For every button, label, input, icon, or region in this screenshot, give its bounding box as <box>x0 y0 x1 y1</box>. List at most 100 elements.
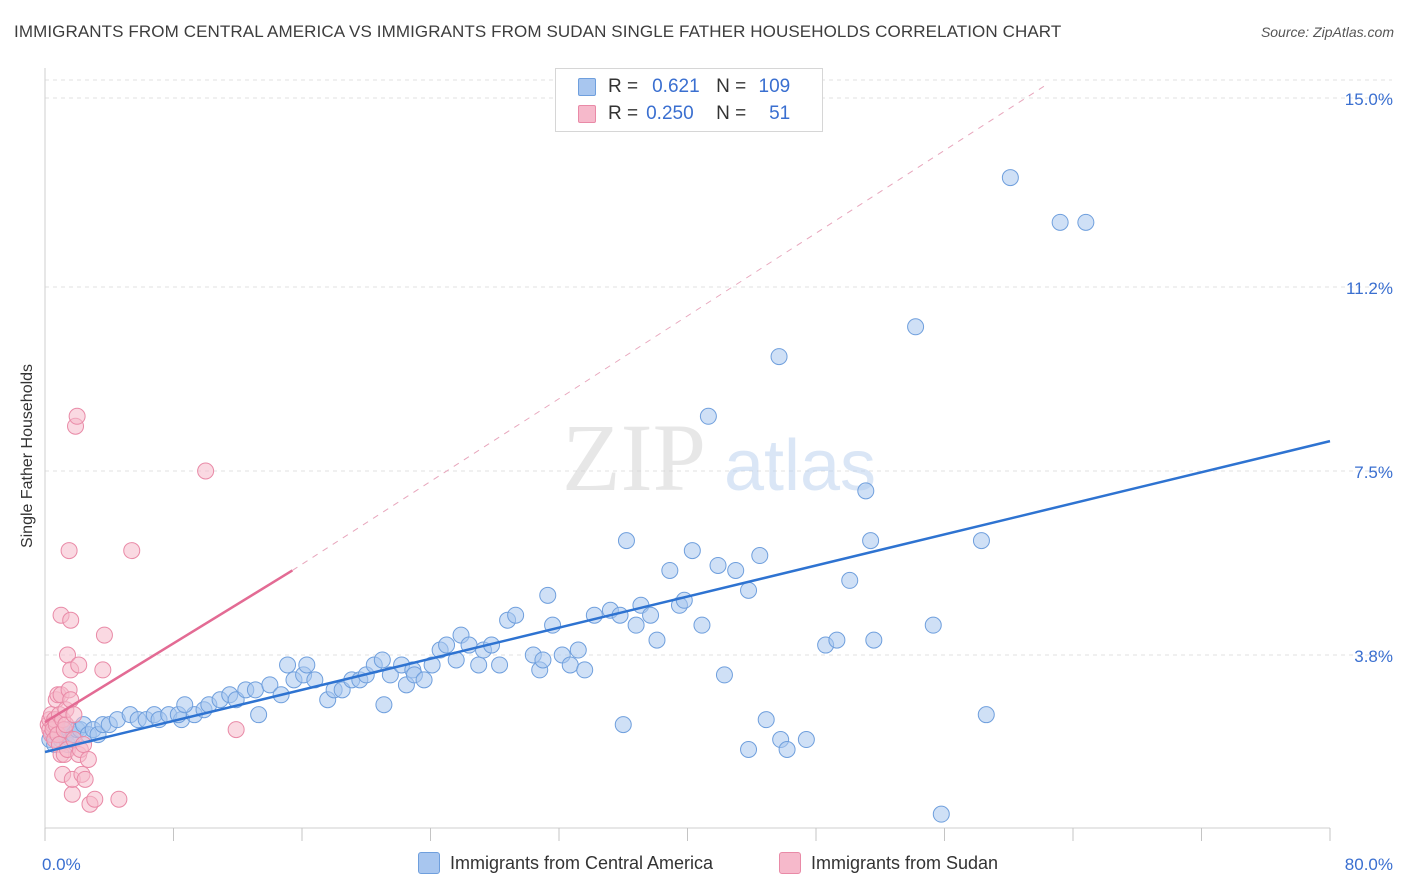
correlation-legend: R = 0.621 N = 109 R = 0.250 N = 51 <box>555 68 823 132</box>
central-america-point <box>539 586 557 604</box>
central-america-point <box>715 666 733 684</box>
central-america-point <box>757 711 775 729</box>
legend-r-label: R = <box>608 76 639 97</box>
sudan-point <box>79 750 97 768</box>
y-tick-label: 15.0% <box>1345 90 1393 109</box>
central-america-point <box>381 666 399 684</box>
central-america-point <box>932 805 950 823</box>
sudan-point <box>197 462 215 480</box>
legend-swatch-blue <box>578 78 596 96</box>
sudan-point <box>70 656 88 674</box>
sudan-point <box>95 626 113 644</box>
legend-swatch-pink <box>578 105 596 123</box>
sudan-point <box>86 790 104 808</box>
central-america-point <box>699 407 717 425</box>
sudan-trend-extension <box>292 82 1050 571</box>
central-america-point <box>491 656 509 674</box>
legend-r-label: R = <box>608 103 639 124</box>
central-america-point <box>246 681 264 699</box>
central-america-point <box>740 740 758 758</box>
sudan-point <box>227 721 245 739</box>
central-america-point <box>534 651 552 669</box>
central-america-point <box>298 656 316 674</box>
central-america-point <box>423 656 441 674</box>
central-america-point <box>865 631 883 649</box>
central-america-point <box>375 696 393 714</box>
legend-r-value: 0.621 <box>652 76 700 97</box>
bottom-legend-swatch-pink <box>779 852 801 874</box>
legend-row-sudan: R = 0.250 N = 51 <box>578 102 790 126</box>
legend-n-value: 109 <box>758 76 791 97</box>
legend-n-label: N = <box>716 103 747 124</box>
central-america-point <box>751 547 769 565</box>
sudan-point <box>65 706 83 724</box>
central-america-point <box>709 556 727 574</box>
central-america-point <box>1051 213 1069 231</box>
legend-row-central-america: R = 0.621 N = 109 <box>578 75 790 99</box>
sudan-point <box>94 661 112 679</box>
central-america-point <box>972 532 990 550</box>
watermark: ZIP atlas <box>562 404 876 511</box>
central-america-trend-line <box>44 439 1331 754</box>
x-tick-label: 0.0% <box>42 855 81 874</box>
sudan-point <box>63 785 81 803</box>
central-america-point <box>683 542 701 560</box>
tick-labels: 3.8% 7.5% 11.2% 15.0% 0.0% 80.0% <box>42 90 1393 874</box>
bottom-legend-swatch-blue <box>418 852 440 874</box>
central-america-point <box>576 661 594 679</box>
bottom-legend-label-sudan: Immigrants from Sudan <box>811 852 999 873</box>
x-tick-label: 80.0% <box>1345 855 1393 874</box>
central-america-point <box>627 616 645 634</box>
legend-r-value: 0.250 <box>646 103 694 124</box>
central-america-point <box>642 606 660 624</box>
central-america-point <box>507 606 525 624</box>
bottom-legend-label-central-america: Immigrants from Central America <box>450 852 714 873</box>
central-america-point <box>614 716 632 734</box>
central-america-point <box>561 656 579 674</box>
central-america-point <box>617 532 635 550</box>
central-america-point <box>1077 213 1095 231</box>
central-america-point <box>857 482 875 500</box>
source-credit: Source: ZipAtlas.com <box>1260 24 1394 40</box>
central-america-point <box>373 651 391 669</box>
trend-lines <box>44 82 1331 754</box>
central-america-point <box>862 532 880 550</box>
sudan-point <box>76 770 94 788</box>
watermark-atlas: atlas <box>724 426 876 506</box>
central-america-point <box>250 706 268 724</box>
sudan-point <box>62 611 80 629</box>
sudan-trend-line <box>44 569 294 724</box>
sudan-point <box>110 790 128 808</box>
sudan-point <box>68 407 86 425</box>
central-america-point <box>778 740 796 758</box>
central-america-point <box>675 591 693 609</box>
central-america-point <box>797 731 815 749</box>
legend-n-value: 51 <box>769 103 791 124</box>
bottom-legend-sudan: Immigrants from Sudan <box>779 852 998 874</box>
bottom-legend-central-america: Immigrants from Central America <box>418 852 713 874</box>
chart-title: IMMIGRANTS FROM CENTRAL AMERICA VS IMMIG… <box>14 22 1062 41</box>
central-america-point <box>828 631 846 649</box>
watermark-zip: ZIP <box>562 404 706 511</box>
y-tick-label: 11.2% <box>1346 279 1393 298</box>
central-america-point <box>740 581 758 599</box>
central-america-point <box>279 656 297 674</box>
y-tick-label: 7.5% <box>1354 463 1393 482</box>
central-america-point <box>770 348 788 366</box>
central-america-point <box>648 631 666 649</box>
central-america-point <box>415 671 433 689</box>
central-america-point <box>261 676 279 694</box>
legend-n-label: N = <box>716 76 747 97</box>
central-america-point <box>924 616 942 634</box>
central-america-point <box>1001 169 1019 187</box>
series-sudan-points <box>39 407 245 813</box>
central-america-point <box>569 641 587 659</box>
central-america-point <box>693 616 711 634</box>
central-america-point <box>661 561 679 579</box>
y-tick-label: 3.8% <box>1354 647 1393 666</box>
central-america-point <box>438 636 456 654</box>
central-america-point <box>907 318 925 336</box>
central-america-point <box>470 656 488 674</box>
sudan-point <box>60 542 78 560</box>
